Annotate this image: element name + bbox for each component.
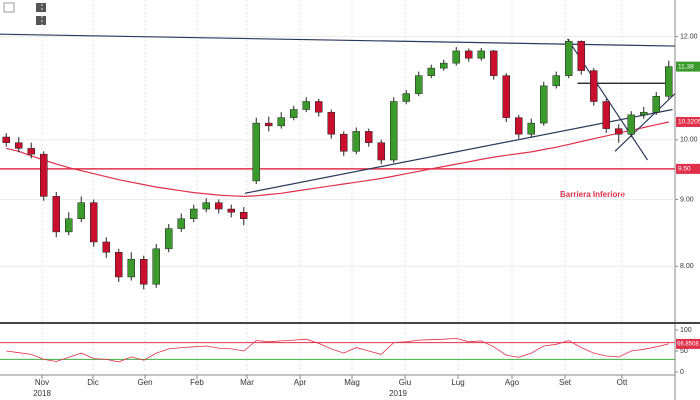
price-tag <box>676 163 700 174</box>
rsi-line <box>6 337 669 363</box>
candle-body <box>527 122 535 135</box>
x-tick-label: Ago <box>505 378 520 387</box>
candle-body <box>615 128 623 135</box>
candle-body <box>290 109 298 118</box>
candle-body <box>52 196 60 233</box>
candle-body <box>102 241 110 253</box>
candle-body <box>177 218 185 229</box>
candle-body <box>352 131 360 152</box>
candle-body <box>565 41 573 76</box>
x-tick-label: Giu <box>399 378 411 387</box>
candle-body <box>590 70 598 102</box>
candle-body <box>15 142 23 149</box>
year-label: 2019 <box>389 389 407 398</box>
x-tick-label: Gen <box>137 378 152 387</box>
candle-body <box>152 248 160 285</box>
toolbar <box>3 2 46 25</box>
x-tick-label: Lug <box>451 378 464 387</box>
x-tick-label: Set <box>559 378 572 387</box>
candle-body <box>477 50 485 59</box>
candle-body <box>165 228 173 250</box>
candle-body <box>502 75 510 118</box>
candle-body <box>415 75 423 94</box>
x-tick-label: Apr <box>294 378 307 387</box>
price-tag <box>676 116 700 127</box>
candle-body <box>577 41 585 71</box>
candle-body <box>340 133 348 152</box>
candle-body <box>40 153 48 197</box>
candle-body <box>327 111 335 135</box>
candle-body <box>390 101 398 161</box>
price-tag-label: 10.3205 <box>678 119 700 126</box>
candle-body <box>440 62 448 69</box>
candle-body <box>140 258 148 285</box>
y-tick-label: 10.00 <box>680 137 698 144</box>
candle-body <box>602 101 610 129</box>
candle-body <box>190 208 198 219</box>
candle-body <box>77 202 85 219</box>
toolbar-icon <box>36 16 46 25</box>
candle-body <box>302 101 310 110</box>
candle-body <box>365 131 373 143</box>
x-tick-label: Ott <box>617 378 628 387</box>
x-tick-label: Feb <box>190 378 204 387</box>
candle-body <box>227 208 235 213</box>
x-tick-label: Dic <box>87 378 99 387</box>
candle-body <box>640 111 648 116</box>
rsi-tick-label: 50 <box>680 348 688 355</box>
candle-body <box>627 114 635 135</box>
candle-body <box>90 202 98 243</box>
candle-body <box>452 50 460 64</box>
rsi-tag-label: 66.8508 <box>677 342 699 348</box>
rsi-tick-label: 100 <box>680 327 692 334</box>
x-tick-label: Mag <box>344 378 360 387</box>
price-tag-label: 11.38 <box>678 63 694 70</box>
candle-body <box>652 95 660 113</box>
candle-body <box>252 122 260 182</box>
trendline <box>244 108 673 194</box>
candle-body <box>215 202 223 210</box>
candle-body <box>315 101 323 113</box>
candle-body <box>377 142 385 161</box>
candle-body <box>665 66 673 97</box>
candle-body <box>277 117 285 127</box>
price-tag-label: 9.50 <box>678 166 691 173</box>
annotation: Barriera Inferiore <box>560 190 625 199</box>
toolbar-icon <box>3 2 15 13</box>
candle-body <box>427 67 435 76</box>
candle-body <box>552 75 560 87</box>
candle-body <box>465 50 473 59</box>
year-label: 2018 <box>33 389 51 398</box>
moving-average <box>6 121 669 198</box>
candle-body <box>65 218 73 233</box>
candle-body <box>515 117 523 135</box>
toolbar-icon <box>36 3 46 12</box>
trendline <box>0 33 676 47</box>
candle-body <box>240 211 248 219</box>
candle-body <box>265 122 273 127</box>
candle-body <box>115 252 123 278</box>
rsi-tick-label: 0 <box>680 369 684 376</box>
candle-body <box>2 136 10 143</box>
candle-body <box>490 50 498 76</box>
x-tick-label: Nov <box>35 378 49 387</box>
x-tick-label: Mar <box>240 378 254 387</box>
candle-body <box>27 148 35 155</box>
y-tick-label: 12.00 <box>680 33 698 40</box>
trendline <box>614 93 676 152</box>
candle-body <box>202 202 210 210</box>
y-tick-label: 9.00 <box>680 196 694 203</box>
candle-body <box>127 258 135 278</box>
candle-body <box>402 93 410 102</box>
candle-body <box>540 85 548 124</box>
price-tag <box>676 61 700 72</box>
y-tick-label: 8.00 <box>680 263 694 270</box>
rsi-tag <box>676 338 700 349</box>
